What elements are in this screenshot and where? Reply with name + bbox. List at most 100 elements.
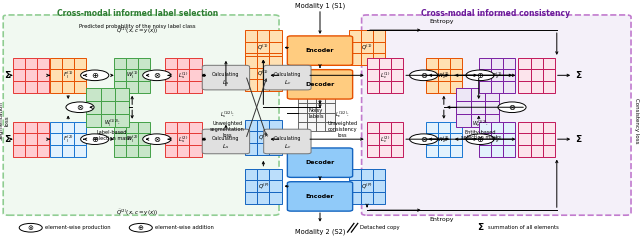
Bar	[126, 58, 138, 69]
Bar	[379, 69, 391, 81]
Bar	[177, 58, 189, 69]
FancyBboxPatch shape	[287, 148, 353, 177]
Bar	[245, 42, 257, 54]
Text: $\oplus$: $\oplus$	[476, 71, 484, 80]
Bar	[138, 133, 150, 145]
Bar	[115, 101, 129, 114]
FancyBboxPatch shape	[202, 129, 250, 154]
Text: $L_c^{(2)}$: $L_c^{(2)}$	[380, 134, 390, 145]
Circle shape	[129, 223, 152, 232]
Bar	[491, 58, 503, 69]
Bar	[479, 69, 491, 81]
Bar	[349, 169, 361, 180]
Text: $\otimes$: $\otimes$	[508, 103, 516, 112]
Text: Segmentation
loss: Segmentation loss	[0, 101, 9, 140]
Bar	[367, 81, 379, 93]
Text: Predicted probability of the noisy label class: Predicted probability of the noisy label…	[79, 24, 196, 28]
Bar	[245, 192, 257, 204]
Bar	[503, 81, 515, 93]
Bar	[456, 114, 470, 127]
Bar	[379, 145, 391, 157]
Bar	[189, 81, 202, 93]
Bar	[50, 58, 62, 69]
Bar	[245, 131, 257, 143]
Bar	[50, 145, 62, 157]
Text: element-wise addition: element-wise addition	[155, 225, 214, 230]
Bar	[165, 122, 177, 133]
Text: Modality 1 (S1): Modality 1 (S1)	[295, 3, 345, 9]
Bar	[245, 180, 257, 192]
Bar	[177, 145, 189, 157]
Bar	[37, 133, 49, 145]
Bar	[518, 81, 531, 93]
Text: Modality 2 (S2): Modality 2 (S2)	[295, 228, 345, 234]
Text: $\otimes$: $\otimes$	[153, 135, 161, 144]
Bar	[62, 81, 74, 93]
Text: Calculating: Calculating	[274, 136, 301, 141]
Text: Encoder: Encoder	[306, 48, 334, 53]
Bar	[518, 145, 531, 157]
Bar	[138, 81, 150, 93]
FancyBboxPatch shape	[264, 65, 311, 90]
Text: Decoder: Decoder	[305, 82, 335, 87]
Bar	[503, 69, 515, 81]
Bar	[269, 79, 282, 91]
Bar	[74, 81, 86, 93]
Text: $L_c$: $L_c$	[284, 78, 291, 87]
Bar	[50, 133, 62, 145]
Bar	[165, 145, 177, 157]
Bar	[518, 69, 531, 81]
Bar	[37, 145, 49, 157]
Bar	[74, 133, 86, 145]
Text: $F_e^{(2)}$: $F_e^{(2)}$	[492, 134, 502, 145]
Bar	[50, 122, 62, 133]
Bar	[298, 113, 307, 122]
Bar	[74, 145, 86, 157]
Bar	[100, 114, 115, 127]
Bar	[503, 145, 515, 157]
Bar	[86, 101, 100, 114]
Text: summation of all elements: summation of all elements	[488, 225, 559, 230]
Bar	[25, 122, 37, 133]
Bar	[503, 58, 515, 69]
Bar	[189, 69, 202, 81]
Bar	[269, 42, 282, 54]
Text: $\otimes$: $\otimes$	[420, 135, 428, 144]
Bar	[361, 42, 373, 54]
Text: Σ: Σ	[575, 71, 581, 80]
Bar	[326, 113, 335, 122]
Bar	[269, 169, 282, 180]
Bar	[450, 58, 462, 69]
Bar	[25, 69, 37, 81]
Bar	[316, 103, 326, 113]
Bar	[269, 56, 282, 67]
Bar	[115, 114, 129, 127]
Circle shape	[498, 102, 526, 113]
Bar	[126, 122, 138, 133]
Text: Entropy: Entropy	[429, 19, 454, 24]
Bar	[138, 69, 150, 81]
Bar	[361, 169, 373, 180]
Bar	[426, 133, 438, 145]
Circle shape	[410, 70, 438, 80]
Bar	[307, 103, 316, 113]
Bar	[373, 54, 385, 65]
Bar	[62, 145, 74, 157]
Bar	[503, 122, 515, 133]
Bar	[37, 69, 49, 81]
Bar	[326, 122, 335, 131]
Bar	[165, 133, 177, 145]
Bar	[326, 94, 335, 103]
Bar	[491, 133, 503, 145]
Bar	[426, 81, 438, 93]
Bar	[257, 79, 269, 91]
Bar	[114, 58, 126, 69]
Text: Calculating: Calculating	[274, 72, 301, 77]
Bar	[86, 88, 100, 101]
Bar	[450, 81, 462, 93]
Bar	[257, 42, 269, 54]
Bar	[316, 94, 326, 103]
Bar	[503, 133, 515, 145]
Bar	[379, 81, 391, 93]
Bar	[361, 30, 373, 42]
